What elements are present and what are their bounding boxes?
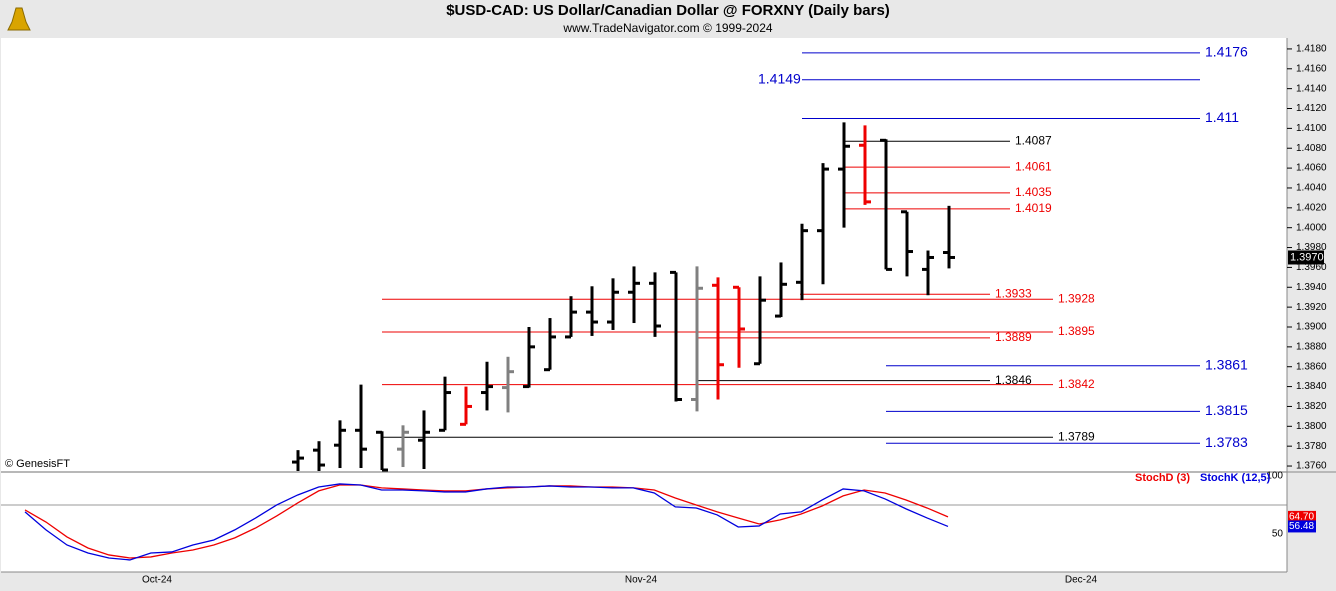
y-tick-label: 50 bbox=[1272, 529, 1284, 540]
y-tick-label: 1.3900 bbox=[1296, 322, 1327, 333]
y-tick-label: 1.4120 bbox=[1296, 103, 1327, 114]
y-tick-label: 1.4020 bbox=[1296, 202, 1327, 213]
y-tick-label: 1.3880 bbox=[1296, 342, 1327, 353]
y-tick-label: 1.3780 bbox=[1296, 441, 1327, 452]
last-price-box bbox=[1288, 250, 1324, 265]
level-label: 1.4061 bbox=[1015, 159, 1052, 173]
level-label: 1.4087 bbox=[1015, 133, 1052, 147]
last-value-box bbox=[1288, 510, 1316, 523]
y-tick-label: 1.3800 bbox=[1296, 421, 1327, 432]
y-tick-label: 1.4100 bbox=[1296, 123, 1327, 134]
level-label: 1.3895 bbox=[1058, 324, 1095, 338]
last-value-label: 56.48 bbox=[1289, 521, 1314, 532]
y-tick-label: 1.4160 bbox=[1296, 63, 1327, 74]
stoch-panel bbox=[1, 473, 1287, 572]
y-tick-label: 1.3960 bbox=[1296, 262, 1327, 273]
level-label: 1.3815 bbox=[1205, 402, 1248, 418]
y-tick-label: 1.3920 bbox=[1296, 302, 1327, 313]
level-label: 1.3846 bbox=[995, 373, 1032, 387]
y-tick-label: 1.4080 bbox=[1296, 143, 1327, 154]
chart-subtitle: www.TradeNavigator.com © 1999-2024 bbox=[562, 21, 772, 35]
level-label: 1.4149 bbox=[758, 70, 801, 86]
y-tick-label: 1.4000 bbox=[1296, 222, 1327, 233]
y-tick-label: 1.4140 bbox=[1296, 83, 1327, 94]
level-label: 1.4019 bbox=[1015, 201, 1052, 215]
credit: © GenesisFT bbox=[5, 458, 70, 470]
y-tick-label: 1.3980 bbox=[1296, 242, 1327, 253]
level-label: 1.3789 bbox=[1058, 429, 1095, 443]
y-tick-label: 1.4180 bbox=[1296, 44, 1327, 55]
legend-entry: StochD (3) bbox=[1135, 472, 1190, 484]
level-label: 1.3842 bbox=[1058, 377, 1095, 391]
last-price-label: 1.3970 bbox=[1290, 251, 1324, 263]
price-panel bbox=[1, 38, 1287, 471]
level-label: 1.4176 bbox=[1205, 44, 1248, 60]
level-label: 1.3783 bbox=[1205, 434, 1248, 450]
level-label: 1.411 bbox=[1205, 109, 1239, 125]
x-tick-label: Dec-24 bbox=[1065, 575, 1098, 586]
y-tick-label: 100 bbox=[1266, 471, 1283, 482]
level-label: 1.3928 bbox=[1058, 291, 1095, 305]
x-tick-label: Nov-24 bbox=[625, 575, 658, 586]
y-tick-label: 1.4040 bbox=[1296, 183, 1327, 194]
last-value-label: 64.70 bbox=[1289, 512, 1314, 523]
level-label: 1.3861 bbox=[1205, 356, 1248, 372]
y-tick-label: 1.3840 bbox=[1296, 381, 1327, 392]
y-tick-label: 1.3940 bbox=[1296, 282, 1327, 293]
chart-title: $USD-CAD: US Dollar/Canadian Dollar @ FO… bbox=[446, 2, 890, 19]
y-tick-label: 1.3860 bbox=[1296, 361, 1327, 372]
y-tick-label: 1.3820 bbox=[1296, 401, 1327, 412]
level-label: 1.4035 bbox=[1015, 185, 1052, 199]
x-tick-label: Oct-24 bbox=[142, 575, 172, 586]
level-label: 1.3933 bbox=[995, 286, 1032, 300]
logo bbox=[7, 7, 31, 31]
last-value-box bbox=[1288, 520, 1316, 533]
y-tick-label: 1.4060 bbox=[1296, 163, 1327, 174]
level-label: 1.3889 bbox=[995, 330, 1032, 344]
stoch-line bbox=[24, 483, 949, 561]
legend-entry: StochK (12,5) bbox=[1200, 472, 1271, 484]
y-tick-label: 1.3760 bbox=[1296, 461, 1327, 472]
